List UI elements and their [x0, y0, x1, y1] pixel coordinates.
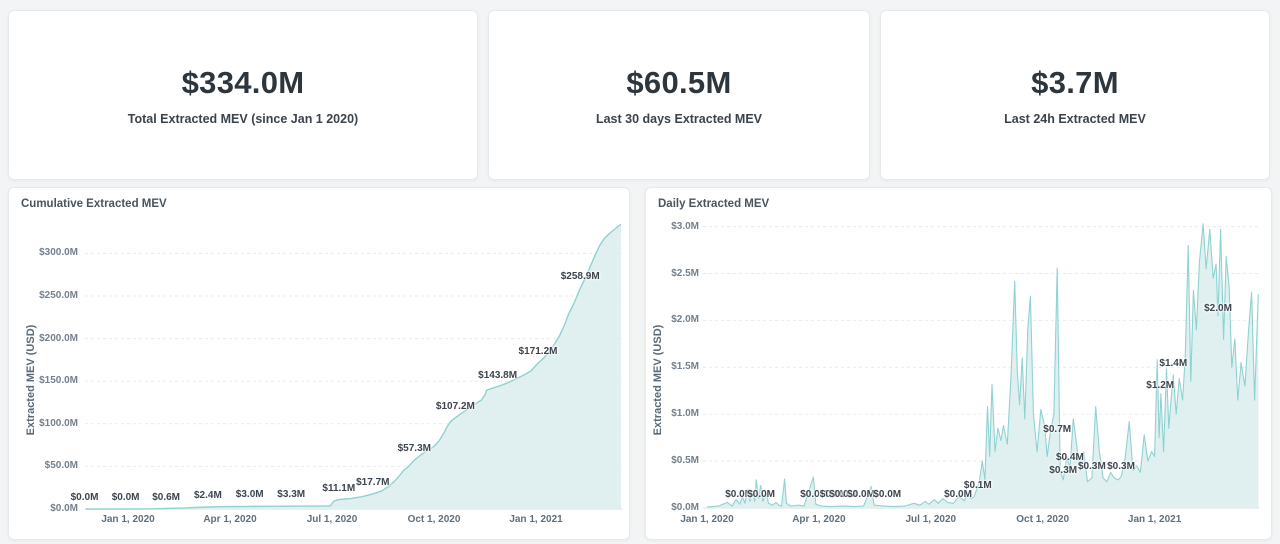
- y-tick-label: $2.0M: [671, 314, 699, 326]
- cumulative-line: [85, 223, 622, 510]
- x-tick-label: Apr 1, 2020: [203, 514, 257, 525]
- y-tick-label: $0.5M: [671, 455, 699, 467]
- y-tick-label: $100.0M: [39, 417, 78, 429]
- cumulative-extracted-mev-chart: Cumulative Extracted MEV Extracted MEV (…: [8, 187, 630, 540]
- daily-extracted-mev-chart: Daily Extracted MEV Extracted MEV (USD) …: [645, 187, 1272, 540]
- y-tick-label: $0.0M: [671, 502, 699, 513]
- x-tick-label: Oct 1, 2020: [1016, 514, 1070, 525]
- data-label: $1.4M: [1159, 357, 1188, 369]
- y-tick-label: $50.0M: [44, 460, 78, 472]
- y-tick-label: $0.0M: [50, 503, 78, 514]
- data-label: $3.3M: [277, 489, 306, 501]
- data-label: $17.7M: [356, 476, 390, 488]
- data-label: $1.2M: [1146, 380, 1175, 392]
- data-label: $3.0M: [235, 489, 264, 501]
- y-tick-label: $300.0M: [39, 247, 78, 259]
- data-label: $0.0M: [873, 489, 902, 501]
- data-label: $0.0M: [819, 489, 848, 501]
- y-tick-label: $250.0M: [39, 290, 78, 301]
- y-tick-label: $1.5M: [671, 361, 699, 373]
- total-mev-value: $334.0M: [181, 64, 305, 100]
- data-label: $0.3M: [1077, 461, 1106, 472]
- x-tick-label: Jan 1, 2020: [680, 514, 734, 525]
- x-tick-label: Jul 1, 2020: [905, 514, 957, 525]
- data-label: $2.4M: [193, 490, 222, 501]
- data-label: $0.3M: [1107, 461, 1135, 472]
- data-label: $0.0M: [70, 492, 99, 503]
- y-tick-label: $3.0M: [671, 220, 699, 232]
- mev-30d-value: $60.5M: [626, 64, 732, 100]
- x-tick-label: Jan 1, 2020: [101, 514, 155, 525]
- data-label: $0.6M: [152, 491, 180, 503]
- data-label: $0.3M: [1049, 464, 1078, 476]
- x-tick-label: Jan 1, 2021: [1127, 514, 1182, 525]
- data-label: $0.0M: [829, 489, 857, 501]
- x-tick-label: Jan 1, 2021: [509, 514, 563, 525]
- x-tick-label: Apr 1, 2020: [792, 514, 846, 525]
- mev-30d-label: Last 30 days Extracted MEV: [595, 111, 763, 126]
- daily-area-fill: [707, 223, 1259, 509]
- mev-24h-value: $3.7M: [1031, 64, 1119, 100]
- data-label: $0.4M: [1055, 451, 1084, 463]
- data-label: $0.0M: [847, 489, 875, 501]
- data-label: $0.0M: [747, 489, 775, 501]
- daily-plot: [703, 223, 1259, 509]
- stat-card-30d-extracted-mev: $60.5M Last 30 days Extracted MEV: [488, 10, 870, 180]
- data-label: $171.2M: [518, 346, 558, 358]
- stat-card-total-extracted-mev: $334.0M Total Extracted MEV (since Jan 1…: [8, 10, 478, 180]
- total-mev-label: Total Extracted MEV (since Jan 1 2020): [127, 111, 359, 126]
- chart-title: Cumulative Extracted MEV: [21, 198, 167, 210]
- x-tick-label: Oct 1, 2020: [407, 514, 461, 525]
- data-label: $0.7M: [1043, 423, 1072, 435]
- cumulative-plot: [85, 223, 622, 510]
- data-label: $107.2M: [435, 400, 475, 412]
- charts-row: Cumulative Extracted MEV Extracted MEV (…: [8, 187, 1272, 540]
- daily-line: [706, 223, 1259, 508]
- y-tick-label: $150.0M: [39, 375, 78, 387]
- chart-title: Daily Extracted MEV: [658, 198, 770, 210]
- data-label: $143.8M: [478, 369, 518, 381]
- cumulative-area-fill: [85, 224, 621, 509]
- y-tick-label: $2.5M: [671, 267, 699, 279]
- x-tick-label: Jul 1, 2020: [306, 514, 358, 525]
- data-label: $258.9M: [560, 271, 600, 283]
- data-label: $57.3M: [397, 443, 431, 455]
- stat-card-24h-extracted-mev: $3.7M Last 24h Extracted MEV: [880, 10, 1270, 180]
- data-label: $11.1M: [322, 482, 356, 494]
- data-label: $0.0M: [800, 489, 828, 501]
- y-tick-label: $200.0M: [39, 332, 78, 344]
- data-label: $0.1M: [963, 479, 992, 491]
- data-label: $0.0M: [944, 489, 972, 501]
- y-tick-label: $1.0M: [671, 408, 699, 420]
- mev-24h-label: Last 24h Extracted MEV: [1004, 111, 1146, 126]
- data-label: $0.0M: [111, 492, 140, 503]
- stat-cards-row: $334.0M Total Extracted MEV (since Jan 1…: [8, 10, 1272, 180]
- data-label: $0.0M: [725, 489, 753, 501]
- data-label: $2.0M: [1204, 303, 1232, 315]
